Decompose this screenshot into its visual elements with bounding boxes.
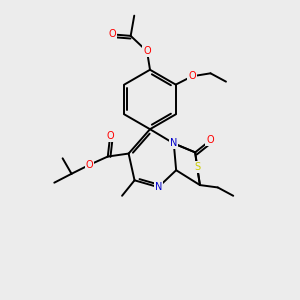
Text: O: O bbox=[188, 71, 196, 81]
Text: N: N bbox=[170, 139, 178, 148]
Text: O: O bbox=[206, 136, 214, 146]
Text: O: O bbox=[106, 131, 114, 141]
Text: O: O bbox=[108, 29, 116, 39]
Text: O: O bbox=[143, 46, 151, 56]
Text: S: S bbox=[194, 162, 200, 172]
Text: N: N bbox=[154, 182, 162, 192]
Text: O: O bbox=[85, 160, 93, 170]
